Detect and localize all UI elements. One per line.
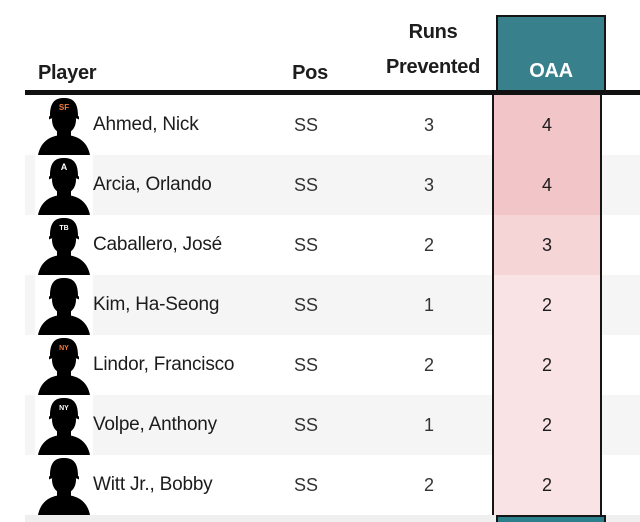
mets-player-avatar-icon: NY <box>38 338 90 395</box>
col-header-pos[interactable]: Pos <box>292 62 328 84</box>
avatar-cell: NY <box>25 335 93 395</box>
oaa-cell: 2 <box>492 275 602 335</box>
oaa-header-label: OAA <box>529 60 573 82</box>
player-silhouette <box>35 455 93 515</box>
player-photo: TB <box>35 215 93 275</box>
player-name[interactable]: Caballero, José <box>93 234 223 255</box>
header-divider <box>25 90 640 95</box>
table-row: A Arcia, Orlando SS 3 4 <box>25 155 640 215</box>
yankees-player-avatar-icon: NY <box>38 398 90 455</box>
avatar-cell: A <box>25 155 93 215</box>
player-name[interactable]: Ahmed, Nick <box>93 114 199 135</box>
position-value: SS <box>293 234 318 255</box>
oaa-cell: 2 <box>492 395 602 455</box>
filler-cell <box>602 275 636 335</box>
runs-prevented-value: 2 <box>423 474 434 495</box>
runs-prevented-value: 2 <box>423 354 434 375</box>
runs-prevented-line1: Runs <box>408 21 458 43</box>
avatar-cell <box>25 275 93 335</box>
filler-cell <box>602 95 636 155</box>
player-name[interactable]: Volpe, Anthony <box>93 414 217 435</box>
oaa-cell: 4 <box>492 155 602 215</box>
position-value: SS <box>293 174 318 195</box>
position-value: SS <box>293 354 318 375</box>
avatar-cell <box>25 455 93 515</box>
svg-text:A: A <box>61 162 68 172</box>
svg-text:NY: NY <box>59 345 69 352</box>
oaa-cell: 2 <box>492 335 602 395</box>
position-value: SS <box>293 414 318 435</box>
rays-player-avatar-icon: TB <box>38 218 90 275</box>
filler-cell <box>602 455 636 515</box>
svg-text:TB: TB <box>59 225 68 232</box>
oaa-cell: 3 <box>492 215 602 275</box>
col-header-oaa[interactable]: OAA <box>496 15 606 90</box>
runs-prevented-value: 1 <box>423 294 434 315</box>
runs-prevented-value: 3 <box>423 174 434 195</box>
player-photo: NY <box>35 395 93 455</box>
avatar-cell: TB <box>25 215 93 275</box>
player-name[interactable]: Lindor, Francisco <box>93 354 235 375</box>
filler-cell <box>602 215 636 275</box>
oaa-cell: 4 <box>492 95 602 155</box>
runs-prevented-value: 3 <box>423 114 434 135</box>
table-header: Player Pos Runs Prevented OAA <box>0 0 640 90</box>
next-row-right-strip <box>606 515 640 522</box>
avatar-cell: SF <box>25 95 93 155</box>
svg-text:SF: SF <box>59 103 69 112</box>
table-row: NY Volpe, Anthony SS 1 2 <box>25 395 640 455</box>
filler-cell <box>602 155 636 215</box>
svg-text:NY: NY <box>59 405 69 412</box>
position-value: SS <box>293 114 318 135</box>
player-photo: A <box>35 155 93 215</box>
avatar-cell: NY <box>25 395 93 455</box>
col-header-runs-prevented[interactable]: Runs Prevented <box>370 15 496 85</box>
position-value: SS <box>293 474 318 495</box>
filler-cell <box>602 395 636 455</box>
table-row: TB Caballero, José SS 2 3 <box>25 215 640 275</box>
table-row: Witt Jr., Bobby SS 2 2 <box>25 455 640 515</box>
next-row-left-strip <box>25 515 496 522</box>
runs-prevented-value: 1 <box>423 414 434 435</box>
position-value: SS <box>293 294 318 315</box>
runs-prevented-line2: Prevented <box>385 56 480 78</box>
oaa-cell: 2 <box>492 455 602 515</box>
table-row: NY Lindor, Francisco SS 2 2 <box>25 335 640 395</box>
giants-player-avatar-icon: SF <box>38 98 90 155</box>
player-silhouette <box>35 275 93 335</box>
braves-player-avatar-icon: A <box>38 158 90 215</box>
player-name[interactable]: Kim, Ha-Seong <box>93 294 220 315</box>
col-header-player[interactable]: Player <box>38 62 97 84</box>
generic-player-silhouette-icon <box>38 278 90 335</box>
player-name[interactable]: Witt Jr., Bobby <box>93 474 213 495</box>
next-row-oaa-cell <box>496 515 606 522</box>
table-row: SF Ahmed, Nick SS 3 4 <box>25 95 640 155</box>
filler-cell <box>602 335 636 395</box>
table-row: Kim, Ha-Seong SS 1 2 <box>25 275 640 335</box>
next-row-partial <box>25 515 640 522</box>
player-photo: SF <box>35 95 93 155</box>
generic-player-silhouette-icon <box>38 458 90 515</box>
player-name[interactable]: Arcia, Orlando <box>93 174 212 195</box>
player-photo: NY <box>35 335 93 395</box>
runs-prevented-value: 2 <box>423 234 434 255</box>
